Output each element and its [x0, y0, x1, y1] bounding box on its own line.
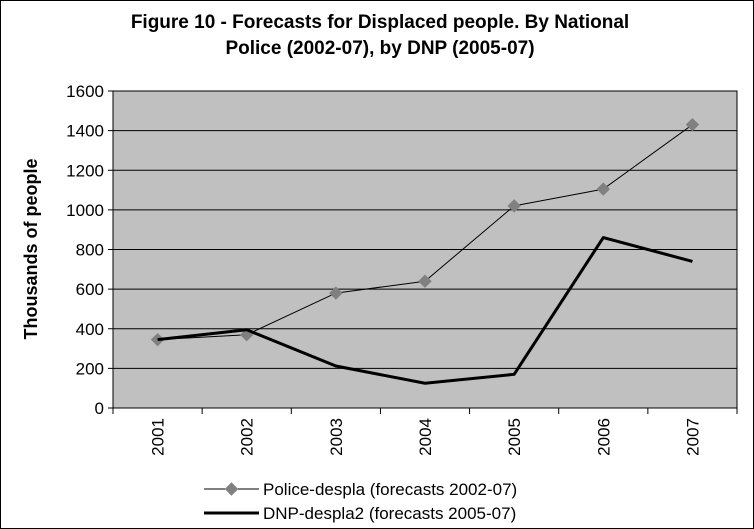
gridlines: [113, 90, 737, 369]
data-point: [507, 199, 521, 213]
x-tick-label: 2001: [149, 418, 168, 456]
y-tick-label: 1400: [66, 122, 104, 141]
y-tick-label: 1000: [66, 201, 104, 220]
x-tick-label: 2002: [238, 418, 257, 456]
y-axis-label: Thousands of people: [21, 158, 41, 339]
y-tick-label: 800: [76, 241, 104, 260]
x-tick-label: 2006: [594, 418, 613, 456]
series-group: [150, 117, 700, 385]
chart-title: Figure 10 - Forecasts for Displaced peop…: [40, 10, 720, 62]
y-tick-label: 600: [76, 280, 104, 299]
data-point: [596, 182, 610, 196]
y-tick-label: 400: [76, 320, 104, 339]
legend-label-police: Police-despla (forecasts 2002-07): [263, 480, 517, 499]
y-tick-label: 1200: [66, 161, 104, 180]
x-tick-label: 2004: [416, 418, 435, 456]
chart-title-line-2: Police (2002-07), by DNP (2005-07): [225, 38, 535, 59]
y-tick-label: 1600: [66, 82, 104, 101]
x-tick-label: 2005: [505, 418, 524, 456]
y-tick-label: 0: [95, 399, 104, 418]
legend-marker-police: [224, 482, 239, 496]
series-line-1: [157, 236, 693, 385]
y-tick-label: 200: [76, 359, 104, 378]
x-axis-ticks: 2001 2002 2003 2004 2005 2006 2007: [112, 408, 738, 456]
legend: Police-despla (forecasts 2002-07) DNP-de…: [204, 480, 517, 523]
data-point: [685, 117, 700, 132]
y-axis-ticks: 0 200 400 600 800 1000 1200 1400 1600: [66, 82, 113, 418]
data-point: [418, 274, 432, 288]
x-tick-label: 2003: [327, 418, 346, 456]
data-point: [150, 332, 165, 347]
legend-label-dnp: DNP-despla2 (forecasts 2005-07): [263, 504, 516, 523]
data-point: [329, 286, 343, 300]
x-tick-label: 2007: [683, 418, 702, 456]
chart-title-line-1: Figure 10 - Forecasts for Displaced peop…: [130, 12, 630, 33]
